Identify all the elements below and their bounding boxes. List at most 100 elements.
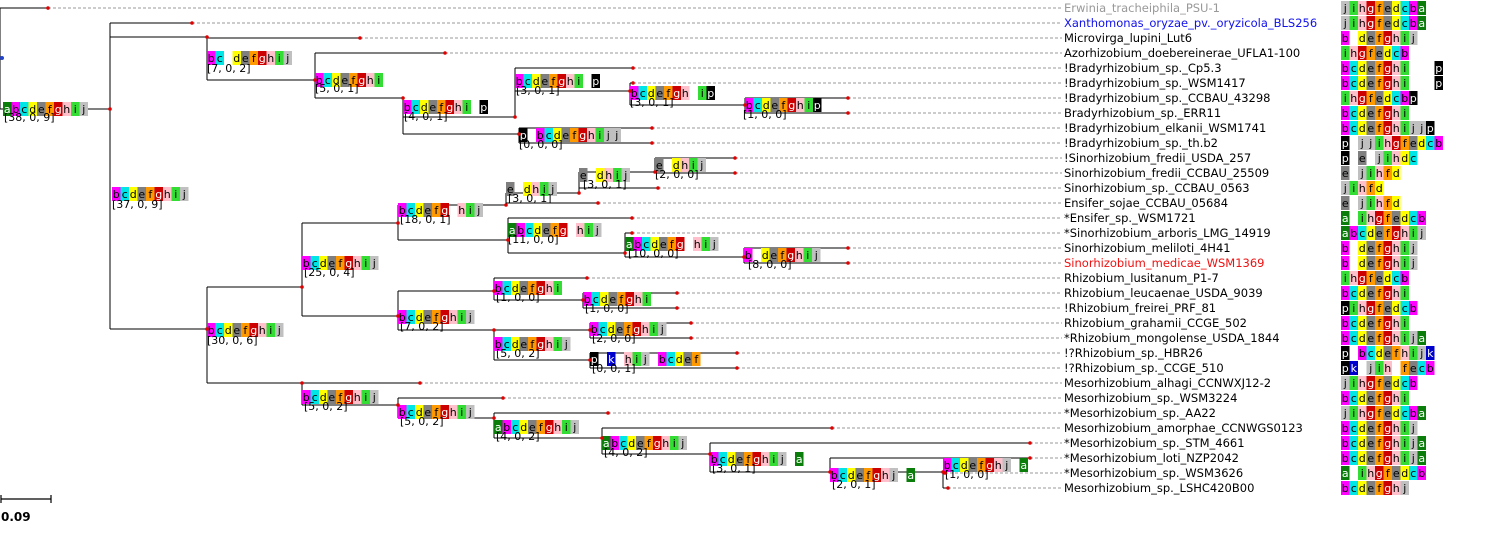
pattern-cell <box>1392 481 1401 495</box>
pattern-cell <box>129 187 138 201</box>
pattern-glyph: j <box>81 103 85 116</box>
node-marker <box>596 201 600 205</box>
pattern-glyph: p <box>1342 302 1349 315</box>
node-marker <box>300 285 304 289</box>
pattern-glyph: e <box>1367 332 1374 345</box>
node-marker <box>828 470 832 474</box>
pattern-cell <box>1392 466 1401 480</box>
tip-label: Bradyrhizobium_sp._ERR11 <box>1064 106 1221 120</box>
pattern-glyph: f <box>1377 377 1382 390</box>
pattern-glyph: h <box>354 391 361 404</box>
pattern-glyph: g <box>1384 452 1391 465</box>
pattern-cell <box>1392 376 1401 390</box>
pattern-glyph: e <box>770 249 777 262</box>
pattern-glyph: a <box>626 238 633 251</box>
pattern-cell <box>1366 181 1375 195</box>
pattern-glyph: e <box>1376 272 1383 285</box>
node-marker <box>631 81 635 85</box>
pattern-glyph: h <box>63 103 70 116</box>
pattern-cell <box>1383 136 1392 150</box>
pattern-glyph: a <box>796 453 803 466</box>
pattern-cell <box>1341 376 1350 390</box>
pattern-cell <box>1392 76 1401 90</box>
pattern-glyph: h <box>455 101 462 114</box>
pattern-cell <box>672 86 681 100</box>
tip-label: *Ensifer_sp._WSM1721 <box>1064 211 1196 225</box>
pattern-cell <box>1400 361 1409 375</box>
node-marker <box>588 358 592 362</box>
pattern-glyph: b <box>1342 452 1349 465</box>
tip-label: *Mesorhizobium_loti_NZP2042 <box>1064 451 1239 465</box>
pattern-glyph: h <box>1393 287 1400 300</box>
pattern-glyph: b <box>495 282 502 295</box>
pattern-cell <box>804 98 813 112</box>
pattern-cell <box>636 436 645 450</box>
pattern-cell <box>574 74 583 88</box>
pattern-cell <box>283 51 292 65</box>
pattern-cell <box>570 420 579 434</box>
pattern-cell <box>659 237 668 251</box>
pattern-cell <box>266 323 275 337</box>
pattern-glyph: g <box>441 204 448 217</box>
pattern-glyph: c <box>1393 272 1399 285</box>
pattern-glyph: f <box>572 129 577 142</box>
pattern-glyph: i <box>377 74 380 87</box>
pattern-cell <box>718 452 727 466</box>
pattern-cell <box>1383 436 1392 450</box>
pattern-cell <box>506 182 515 196</box>
pattern-glyph: j <box>1368 137 1372 150</box>
pattern-glyph: d <box>961 459 968 472</box>
pattern-glyph: c <box>217 324 223 337</box>
pattern-cell <box>625 292 634 306</box>
pattern-cell <box>744 248 753 262</box>
pattern-cell <box>1358 406 1367 420</box>
pattern-cell <box>171 187 180 201</box>
pattern-glyph: p <box>707 87 714 100</box>
pattern-glyph: h <box>1359 182 1366 195</box>
pattern-glyph: j <box>1419 347 1423 360</box>
pattern-cell <box>872 468 881 482</box>
pattern-glyph: c <box>720 453 726 466</box>
pattern-cell <box>590 322 599 336</box>
pattern-cell <box>1341 76 1350 90</box>
pattern-cell <box>361 390 370 404</box>
pattern-glyph: e <box>543 224 550 237</box>
pattern-glyph: c <box>1351 422 1357 435</box>
node-count-label: [5, 0, 2] <box>496 347 540 360</box>
pattern-glyph: i <box>1403 62 1406 75</box>
pattern-glyph: i <box>174 188 177 201</box>
pattern-glyph: p <box>1342 347 1349 360</box>
tip-label: *Mesorhizobium_sp._AA22 <box>1064 406 1216 420</box>
pattern-glyph: i <box>673 437 676 450</box>
pattern-glyph: f <box>1377 452 1382 465</box>
pattern-glyph: e <box>1367 287 1374 300</box>
pattern-cell <box>1358 76 1367 90</box>
pattern-glyph: e <box>1376 92 1383 105</box>
pattern-cell <box>1358 226 1367 240</box>
pattern-glyph: e <box>424 204 431 217</box>
root-marker <box>0 56 4 60</box>
node-marker <box>631 66 635 70</box>
node-count-label: [38, 0, 9] <box>4 111 55 124</box>
pattern-cell <box>1417 1 1426 15</box>
pattern-glyph: e <box>1376 227 1383 240</box>
pattern-cell <box>1341 391 1350 405</box>
pattern-cell <box>1341 121 1350 135</box>
pattern-glyph: h <box>1376 167 1383 180</box>
pattern-cell <box>515 74 524 88</box>
pattern-cell <box>1417 361 1426 375</box>
pattern-cell <box>406 203 415 217</box>
pattern-glyph: g <box>579 129 586 142</box>
pattern-glyph: h <box>164 188 171 201</box>
pattern-cell <box>494 420 503 434</box>
pattern-glyph: c <box>312 257 318 270</box>
pattern-cell <box>323 73 332 87</box>
pattern-glyph: i <box>635 353 638 366</box>
pattern-cell <box>644 436 653 450</box>
